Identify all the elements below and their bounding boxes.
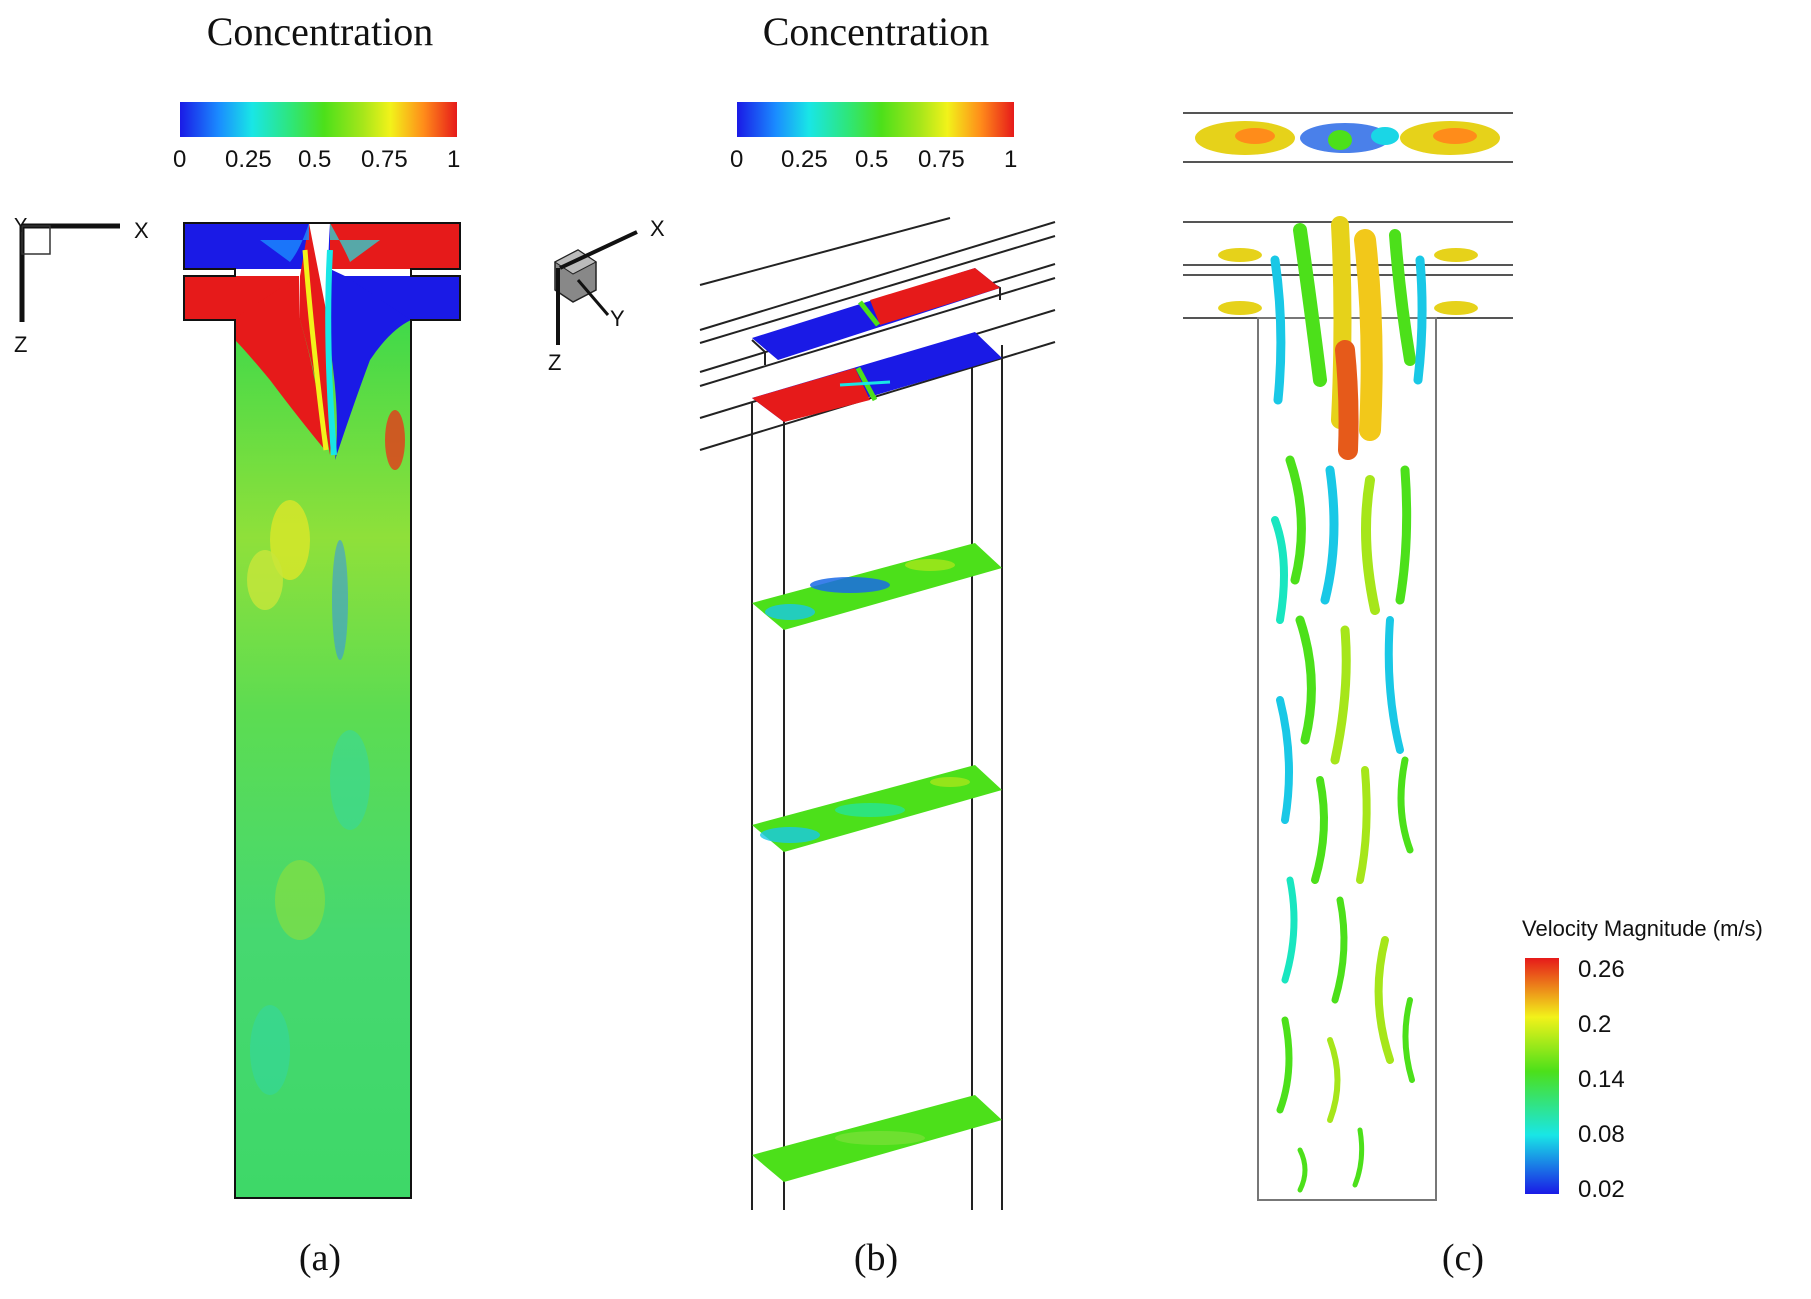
- panel-b-colorbar-tick: 0.75: [918, 146, 965, 173]
- panel-c-top-view: [1183, 112, 1513, 163]
- panel-b-slice-1: [752, 543, 1002, 630]
- panel-b-colorbar-tick: 0: [730, 146, 744, 173]
- panel-b-colorbar-tick: 0.25: [781, 146, 828, 173]
- panel-b-axis-y-label: Y: [610, 306, 625, 331]
- panel-b-title: Concentration: [762, 9, 990, 54]
- panel-b-axis-triad: X Y Z: [548, 216, 665, 375]
- panel-b-axis-z-label: Z: [548, 350, 561, 375]
- panel-a-mixer-contour: [183, 222, 461, 1199]
- panel-a-colorbar-tick: 0.75: [361, 146, 408, 173]
- panel-c-side-view: [1183, 216, 1513, 1201]
- panel-b-slice-3: [752, 1095, 1002, 1182]
- panel-a-colorbar-tick: 1: [447, 146, 461, 173]
- panel-b-mixer-wireframe: [699, 217, 1056, 1210]
- panel-c-legend-tick: 0.08: [1578, 1121, 1625, 1148]
- panel-c-legend-tick: 0.2: [1578, 1011, 1612, 1038]
- panel-c-legend-tick: 0.26: [1578, 956, 1625, 983]
- panel-a-caption: (a): [298, 1237, 342, 1279]
- panel-a-axis-x-label: X: [134, 218, 149, 243]
- panel-a-title: Concentration: [206, 9, 434, 54]
- panel-b-slice-inlet-upper: [752, 268, 1000, 360]
- panel-b-axis-x-label: X: [650, 216, 665, 241]
- panel-a-axis-z-label: Z: [14, 332, 27, 357]
- panel-a-colorbar-tick: 0.25: [225, 146, 272, 173]
- panel-b-slice-2: [752, 765, 1002, 852]
- panel-c-legend-tick: 0.02: [1578, 1176, 1625, 1203]
- panel-b-colorbar-tick: 1: [1004, 146, 1018, 173]
- panel-a-axis-y-label: Y: [14, 215, 27, 237]
- panel-a-colorbar: [180, 102, 457, 137]
- panel-b-caption: (b): [853, 1237, 899, 1279]
- panel-b-colorbar-tick: 0.5: [855, 146, 889, 173]
- panel-c-legend-title: Velocity Magnitude (m/s): [1522, 916, 1763, 941]
- panel-c-caption: (c): [1441, 1237, 1485, 1279]
- panel-a-axis-triad: X Z Y: [14, 215, 149, 357]
- panel-c-legend-tick: 0.14: [1578, 1066, 1625, 1093]
- panel-b-slice-inlet-lower: [752, 332, 1002, 422]
- panel-a-colorbar-tick: 0.5: [298, 146, 332, 173]
- panel-a-colorbar-tick: 0: [173, 146, 187, 173]
- panel-c-legend-colorbar: [1525, 958, 1559, 1194]
- panel-b-colorbar: [737, 102, 1014, 137]
